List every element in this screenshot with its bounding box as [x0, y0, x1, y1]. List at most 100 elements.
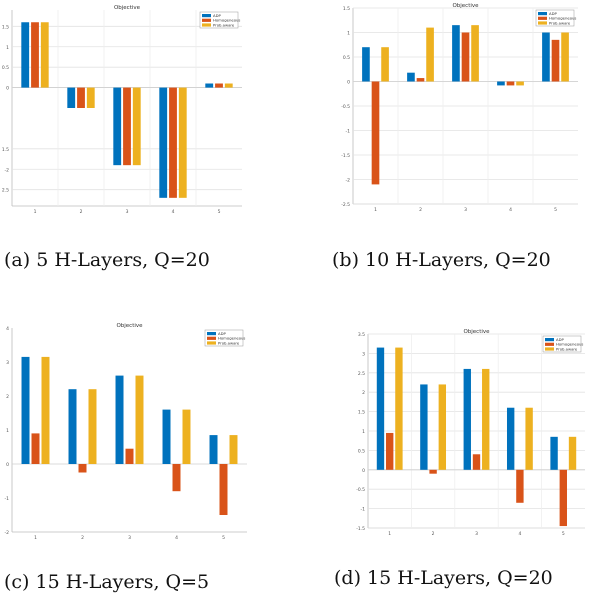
- bar-adp-1: [21, 22, 30, 88]
- bar-homogeneous-2: [416, 78, 425, 82]
- y-tick-label: -2.5: [341, 202, 350, 208]
- chart-c: 4 3 2 1 0 -1 -2 1 2 3 4 5 Objective ADPHomogeneousPro…: [5, 323, 247, 540]
- y-tick-label: 1.5: [358, 410, 365, 416]
- x-tick-label: 2: [80, 209, 83, 214]
- chart-title: Objective: [114, 5, 141, 11]
- x-tick-label: 5: [554, 207, 557, 213]
- x-tick-label: 3: [128, 535, 131, 540]
- y-tick-label: -0.5: [356, 487, 365, 493]
- bar-adp-4: [159, 87, 168, 198]
- bar-homogeneous-4: [169, 87, 177, 198]
- x-tick-label: 2: [419, 207, 422, 213]
- bar-homogeneous-3: [123, 87, 131, 166]
- bar-homogeneous-2: [429, 469, 437, 474]
- legend-label: Prob.aware: [218, 340, 240, 345]
- legend-swatch: [538, 12, 547, 16]
- bar-adp-3: [463, 368, 471, 470]
- legend-label: ADP: [218, 331, 227, 336]
- x-tick-label: 3: [475, 531, 478, 537]
- x-tick-label: 5: [218, 209, 221, 214]
- x-tick-label: 4: [175, 535, 178, 540]
- legend-swatch: [538, 16, 547, 20]
- caption-c: (c) 15 H-Layers, Q=5: [4, 571, 210, 593]
- y-tick-label: 1: [6, 45, 9, 51]
- caption-a: (a) 5 H-Layers, Q=20: [4, 249, 210, 271]
- y-tick-label: -2: [5, 167, 10, 173]
- bar-prob-aware-2: [88, 389, 97, 464]
- x-tick-label: 4: [172, 209, 175, 214]
- y-tick-label: 4: [6, 326, 9, 332]
- y-tick-label: 0: [6, 462, 9, 468]
- bar-prob-aware-4: [516, 81, 524, 86]
- y-tick-label: -0.5: [341, 104, 350, 110]
- y-tick-label: -1.5: [356, 526, 365, 532]
- y-tick-label: -2: [346, 178, 351, 184]
- chart-title: Objective: [116, 323, 143, 329]
- bar-homogeneous-2: [77, 87, 85, 108]
- bar-adp-4: [506, 407, 515, 470]
- legend-label: ADP: [549, 11, 558, 16]
- legend-label: ADP: [213, 13, 222, 18]
- bar-adp-3: [452, 25, 460, 82]
- y-tick-label: 1: [6, 428, 9, 434]
- legend-label: Prob.aware: [556, 346, 578, 351]
- bar-prob-aware-2: [86, 87, 95, 108]
- bar-homogeneous-5: [219, 464, 228, 515]
- x-tick-label: 1: [34, 209, 37, 214]
- bar-homogeneous-1: [386, 432, 394, 470]
- bar-homogeneous-3: [125, 448, 134, 464]
- legend-label: Homogeneous: [549, 16, 576, 21]
- legend-label: Prob.aware: [549, 20, 571, 25]
- x-tick-label: 1: [374, 207, 377, 213]
- bar-prob-aware-3: [135, 375, 144, 464]
- bar-prob-aware-5: [229, 435, 238, 464]
- x-tick-label: 4: [509, 207, 512, 213]
- x-tick-label: 2: [81, 535, 84, 540]
- y-tick-label: 0.5: [358, 448, 365, 454]
- bar-adp-2: [68, 389, 77, 464]
- x-tick-label: 3: [126, 209, 129, 214]
- bar-adp-5: [209, 435, 218, 464]
- x-tick-label: 3: [464, 207, 467, 213]
- bar-prob-aware-3: [132, 87, 141, 166]
- y-tick-label: 2.5: [358, 371, 365, 377]
- legend-swatch: [538, 21, 547, 25]
- y-tick-label: -2: [5, 530, 10, 536]
- bar-adp-2: [420, 384, 428, 470]
- bar-prob-aware-3: [482, 368, 490, 470]
- bar-adp-5: [205, 83, 214, 88]
- x-tick-label: 4: [518, 531, 521, 537]
- x-tick-label: 1: [34, 535, 37, 540]
- caption-b: (b) 10 H-Layers, Q=20: [332, 249, 551, 271]
- bar-adp-2: [407, 72, 415, 82]
- y-tick-label: 0: [347, 80, 350, 86]
- bar-adp-2: [67, 87, 76, 108]
- bar-adp-4: [497, 81, 505, 86]
- y-tick-label: 3: [362, 351, 365, 357]
- y-tick-label: 3.5: [358, 332, 365, 338]
- chart-a: 1.5 1 0.5 0 -1.5 -2 -2.5 1 2 3 4 5 Objective ADPHomog…: [2, 5, 242, 214]
- chart-b: 1.5 1 0.5 0 -0.5 -1 -1.5 -2 -2.5 1 2 3 4 5 Objective AD…: [341, 3, 578, 213]
- y-tick-label: 1.5: [2, 24, 9, 30]
- legend-label: Homogeneous: [556, 342, 583, 347]
- bar-homogeneous-1: [31, 433, 40, 464]
- y-tick-label: 0.5: [2, 65, 9, 71]
- bar-adp-5: [550, 436, 558, 470]
- y-tick-label: 0.5: [343, 55, 350, 61]
- legend-label: Homogeneous: [218, 336, 245, 341]
- bar-adp-1: [376, 347, 385, 470]
- y-tick-label: -1.5: [341, 153, 350, 159]
- legend-swatch: [545, 347, 554, 351]
- bar-prob-aware-5: [561, 32, 569, 82]
- bar-adp-5: [542, 32, 550, 82]
- chart-d: 3.5 3 2.5 2 1.5 1 0.5 0 -0.5 -1 -1.5 1 2 3 4 5 Objective…: [356, 329, 585, 537]
- y-tick-label: 0: [362, 468, 365, 474]
- y-tick-label: 1: [362, 429, 365, 435]
- bar-homogeneous-1: [31, 22, 39, 88]
- bar-adp-1: [21, 356, 30, 464]
- chart-title: Objective: [452, 3, 479, 9]
- bar-homogeneous-2: [78, 464, 87, 473]
- y-tick-label: -1: [361, 507, 366, 513]
- caption-d: (d) 15 H-Layers, Q=20: [334, 567, 553, 589]
- legend-swatch: [207, 336, 216, 340]
